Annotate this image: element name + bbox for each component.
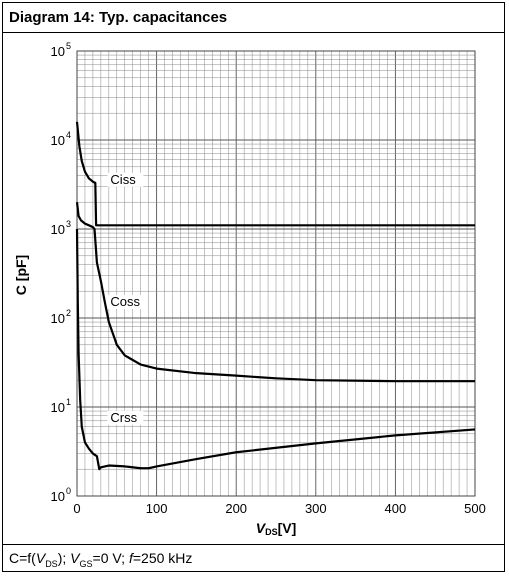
y-tick-label: 10	[51, 311, 65, 326]
y-tick-exponent: 5	[66, 41, 71, 51]
diagram-frame: Diagram 14: Typ. capacitances C=f(VDS); …	[2, 2, 505, 572]
diagram-title: Diagram 14: Typ. capacitances	[9, 9, 228, 26]
y-tick-label: 10	[51, 222, 65, 237]
conditions-vgs-value: =0 V;	[92, 550, 129, 566]
series-label-bg	[107, 294, 144, 309]
conditions-f-value: =250 kHz	[132, 550, 193, 566]
series-label-bg	[107, 410, 144, 425]
x-tick-label: 500	[464, 501, 486, 516]
conditions-expr: C=f(	[9, 550, 36, 566]
conditions-f-var: f	[128, 550, 133, 566]
series-line-coss	[75, 202, 475, 383]
y-tick-label: 10	[51, 400, 65, 415]
chart-grid	[76, 50, 476, 497]
x-tick-label: 0	[73, 501, 80, 516]
series-label-ciss: Ciss	[110, 172, 136, 187]
y-tick-exponent: 1	[66, 397, 71, 407]
x-tick-label: 100	[146, 501, 168, 516]
y-tick-label: 10	[51, 133, 65, 148]
y-tick-exponent: 0	[66, 486, 71, 496]
series-label-crss: Crss	[110, 410, 137, 425]
x-axis-title-sub: DS	[265, 527, 278, 537]
diagram-header: Diagram 14: Typ. capacitances	[3, 3, 504, 33]
y-tick-label: 10	[51, 44, 65, 59]
series-line-crss	[75, 228, 476, 471]
conditions-vgs-sub: GS	[79, 558, 93, 569]
series-label-bg	[107, 172, 144, 187]
x-axis-title-var: V	[256, 520, 267, 536]
x-axis-title: VDS[V]	[256, 520, 297, 537]
conditions-vgs-var: V	[70, 550, 80, 566]
conditions-vds-var: V	[35, 550, 46, 566]
chart-series	[75, 121, 476, 471]
x-axis-title-unit: [V]	[278, 520, 297, 536]
conditions-vds-sub: DS	[45, 558, 58, 569]
y-tick-exponent: 4	[66, 130, 71, 140]
y-tick-exponent: 3	[66, 219, 71, 229]
series-line-ciss	[75, 121, 475, 227]
y-tick-exponent: 2	[66, 308, 71, 318]
diagram-footer: C=f(VDS); VGS=0 V; f=250 kHz	[3, 544, 504, 571]
conditions-text: C=f(VDS); VGS=0 V; f=250 kHz	[9, 550, 192, 569]
y-tick-label: 10	[51, 489, 65, 504]
chart-series-labels: Ciss Coss Crss	[107, 172, 144, 425]
series-label-coss: Coss	[110, 294, 140, 309]
conditions-close: );	[57, 550, 71, 566]
x-tick-label: 300	[305, 501, 327, 516]
x-tick-label: 400	[385, 501, 407, 516]
x-tick-label: 200	[225, 501, 247, 516]
y-axis-title: C [pF]	[13, 255, 29, 295]
